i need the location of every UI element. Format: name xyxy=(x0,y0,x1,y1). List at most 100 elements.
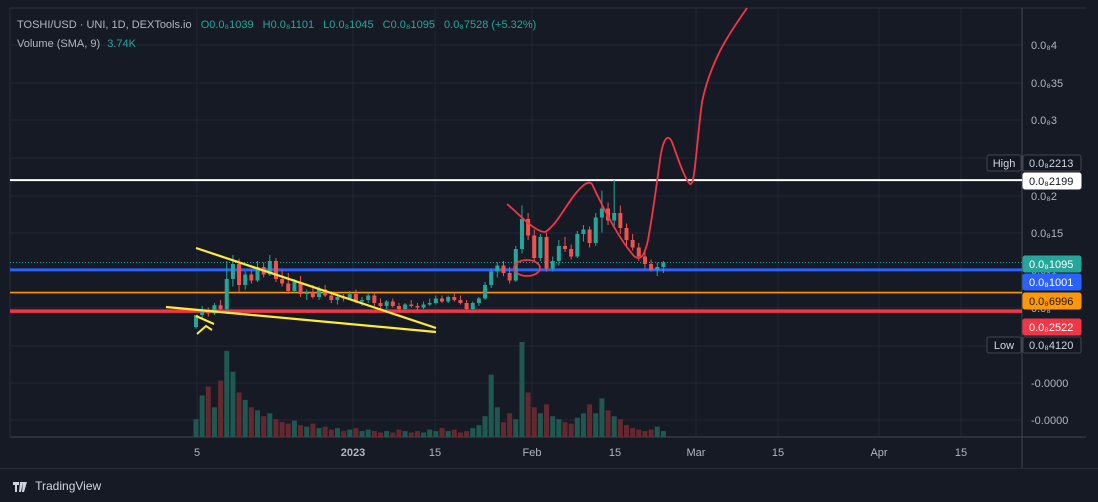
candle-body[interactable] xyxy=(280,279,285,284)
symbol-title[interactable]: TOSHI/USD · UNI, 1D, DEXTools.io xyxy=(17,19,192,31)
candle-body[interactable] xyxy=(452,297,457,300)
price-tick-label: 0.0₈4 xyxy=(1031,40,1057,52)
candle-body[interactable] xyxy=(661,262,666,268)
candle-body[interactable] xyxy=(495,265,500,272)
candle-body[interactable] xyxy=(593,217,598,244)
volume-bar xyxy=(513,419,519,437)
candle-body[interactable] xyxy=(501,265,506,274)
candle-body[interactable] xyxy=(415,306,420,308)
candle-body[interactable] xyxy=(255,267,260,281)
candle-body[interactable] xyxy=(249,274,254,281)
candle-body[interactable] xyxy=(618,213,623,228)
candle-body[interactable] xyxy=(353,294,358,302)
candle-body[interactable] xyxy=(194,315,198,327)
candle-body[interactable] xyxy=(446,297,451,302)
volume-label[interactable]: Volume (SMA, 9) xyxy=(17,38,101,50)
candle-body[interactable] xyxy=(556,246,561,261)
candle-body[interactable] xyxy=(329,295,334,301)
candle-body[interactable] xyxy=(243,274,248,286)
circle-drawing[interactable] xyxy=(513,259,541,277)
high-value: H0.0₈1101 xyxy=(262,19,315,31)
candle-body[interactable] xyxy=(550,261,555,269)
candle-body[interactable] xyxy=(396,306,401,309)
volume-bar xyxy=(568,423,574,437)
candle-body[interactable] xyxy=(298,282,303,294)
candle-body[interactable] xyxy=(212,305,217,314)
candle-body[interactable] xyxy=(433,298,438,304)
trendline-short[interactable] xyxy=(195,314,215,326)
candle-body[interactable] xyxy=(237,264,242,285)
candle-body[interactable] xyxy=(544,237,549,269)
time-axis[interactable]: 5 2023 15 Feb 15 Mar 15 Apr 15 xyxy=(194,447,967,459)
candle-body[interactable] xyxy=(230,264,235,279)
candle-body[interactable] xyxy=(323,289,328,296)
candle-body[interactable] xyxy=(538,237,543,258)
candle-body[interactable] xyxy=(360,300,365,302)
volume-bar xyxy=(562,422,568,437)
candle-body[interactable] xyxy=(624,228,629,240)
candle-body[interactable] xyxy=(267,261,272,275)
candle-body[interactable] xyxy=(200,310,205,316)
volume-bar xyxy=(273,419,279,437)
candle-body[interactable] xyxy=(427,303,432,305)
candle-body[interactable] xyxy=(224,279,229,309)
footer-bar: TradingView xyxy=(0,468,1098,502)
trendline-lower[interactable] xyxy=(165,305,437,334)
candle-body[interactable] xyxy=(630,240,635,248)
candle-body[interactable] xyxy=(304,292,309,295)
chart-background xyxy=(0,0,1098,468)
candle-body[interactable] xyxy=(403,304,408,310)
volume-bar xyxy=(248,407,254,437)
volume-bar xyxy=(242,399,248,437)
candle-body[interactable] xyxy=(575,234,580,257)
volume-bar xyxy=(494,407,500,437)
candle-body[interactable] xyxy=(563,246,567,249)
price-tick-label: 0.0₈3 xyxy=(1031,115,1057,127)
candle-body[interactable] xyxy=(310,292,315,298)
candle-body[interactable] xyxy=(458,300,463,303)
candle-body[interactable] xyxy=(409,304,414,307)
trendline-upper[interactable] xyxy=(195,246,437,330)
candle-body[interactable] xyxy=(440,298,444,302)
candle-body[interactable] xyxy=(587,229,592,244)
candle-body[interactable] xyxy=(218,305,223,309)
candle-body[interactable] xyxy=(390,301,395,307)
candle-body[interactable] xyxy=(649,264,654,270)
candle-body[interactable] xyxy=(476,298,481,304)
candle-body[interactable] xyxy=(286,283,291,292)
candle-body[interactable] xyxy=(636,247,641,257)
candlestick-chart[interactable]: 0.0₈40.0₈350.0₈30.0₈250.0₈20.0₈150.0₈10.… xyxy=(0,0,1098,468)
volume-bar xyxy=(396,429,402,437)
candle-body[interactable] xyxy=(372,295,377,304)
candle-body[interactable] xyxy=(599,208,604,218)
candle-body[interactable] xyxy=(507,273,512,281)
candle-body[interactable] xyxy=(655,267,660,270)
candle-body[interactable] xyxy=(581,229,586,235)
volume-bar xyxy=(642,431,648,437)
candle-body[interactable] xyxy=(366,295,371,301)
candle-body[interactable] xyxy=(569,249,574,257)
candle-body[interactable] xyxy=(612,213,617,221)
candle-body[interactable] xyxy=(483,285,488,299)
candle-body[interactable] xyxy=(519,219,524,249)
projection-curve[interactable] xyxy=(506,7,748,259)
price-label-tag: High xyxy=(993,158,1016,170)
candle-body[interactable] xyxy=(335,297,340,300)
tradingview-brand[interactable]: TradingView xyxy=(13,479,101,493)
candle-body[interactable] xyxy=(464,303,469,309)
candle-body[interactable] xyxy=(273,261,278,279)
candle-body[interactable] xyxy=(470,303,475,309)
candle-body[interactable] xyxy=(642,256,647,265)
candle-body[interactable] xyxy=(384,301,389,307)
candle-body[interactable] xyxy=(421,304,426,308)
candle-body[interactable] xyxy=(317,289,321,298)
candle-body[interactable] xyxy=(532,235,537,259)
candle-body[interactable] xyxy=(347,294,352,299)
trendline-small-arrow[interactable] xyxy=(196,324,213,335)
candle-body[interactable] xyxy=(378,303,383,306)
candle-body[interactable] xyxy=(292,282,297,291)
volume-bar xyxy=(433,431,439,437)
candle-body[interactable] xyxy=(526,219,531,236)
close-value: C0.0₈1095 xyxy=(382,19,435,31)
candle-body[interactable] xyxy=(489,271,494,286)
